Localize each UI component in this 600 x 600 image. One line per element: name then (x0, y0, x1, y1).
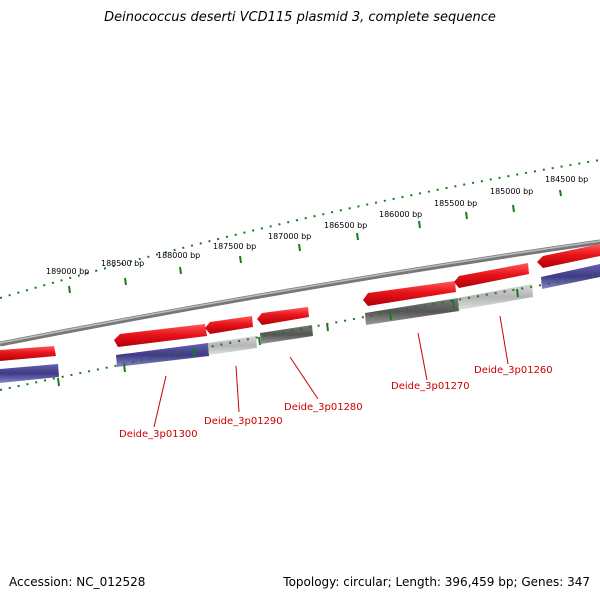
leader-lines (153, 315, 509, 428)
tick-label: 184500 bp (545, 175, 588, 184)
gene-feature[interactable] (365, 298, 459, 325)
accession-text: Accession: NC_012528 (9, 575, 146, 589)
tick-label: 185500 bp (434, 199, 477, 208)
forward-cds-track (0, 244, 600, 361)
gene-label-deide-3p01280[interactable]: Deide_3p01280 (284, 402, 363, 413)
tick-label: 188000 bp (157, 251, 200, 260)
tick-label: 187000 bp (268, 232, 311, 241)
cds-arrow[interactable] (537, 244, 600, 268)
tick-label: 188500 bp (101, 259, 144, 268)
gene-feature[interactable] (208, 336, 257, 355)
gene-feature[interactable] (541, 264, 600, 289)
gene-label-deide-3p01300[interactable]: Deide_3p01300 (119, 429, 198, 440)
cds-arrow[interactable] (0, 346, 56, 361)
gene-feature[interactable] (0, 364, 59, 383)
gene-labels: Deide_3p01260 Deide_3p01270 Deide_3p0128… (119, 365, 553, 440)
tick-label: 189000 bp (46, 267, 89, 276)
gene-feature[interactable] (260, 325, 313, 344)
tick-labels: 184500 bp 185000 bp 185500 bp 186000 bp … (46, 175, 588, 276)
cds-arrow[interactable] (205, 316, 253, 334)
cds-arrow[interactable] (257, 307, 309, 325)
tick-label: 185000 bp (490, 187, 533, 196)
cds-arrow[interactable] (114, 324, 207, 347)
inner-tick-ring (0, 274, 600, 391)
gene-label-deide-3p01290[interactable]: Deide_3p01290 (204, 416, 283, 427)
tick-label: 187500 bp (213, 242, 256, 251)
backbone-ring (0, 239, 600, 347)
gene-feature[interactable] (116, 343, 209, 367)
cds-arrow[interactable] (363, 281, 456, 306)
tick-marks (68, 189, 562, 294)
summary-text: Topology: circular; Length: 396,459 bp; … (283, 575, 590, 589)
gene-label-deide-3p01260[interactable]: Deide_3p01260 (474, 365, 553, 376)
tick-label: 186500 bp (324, 221, 367, 230)
cds-arrow[interactable] (454, 263, 529, 288)
gene-label-deide-3p01270[interactable]: Deide_3p01270 (391, 381, 470, 392)
tick-label: 186000 bp (379, 210, 422, 219)
map-title: Deinococcus deserti VCD115 plasmid 3, co… (104, 10, 496, 25)
